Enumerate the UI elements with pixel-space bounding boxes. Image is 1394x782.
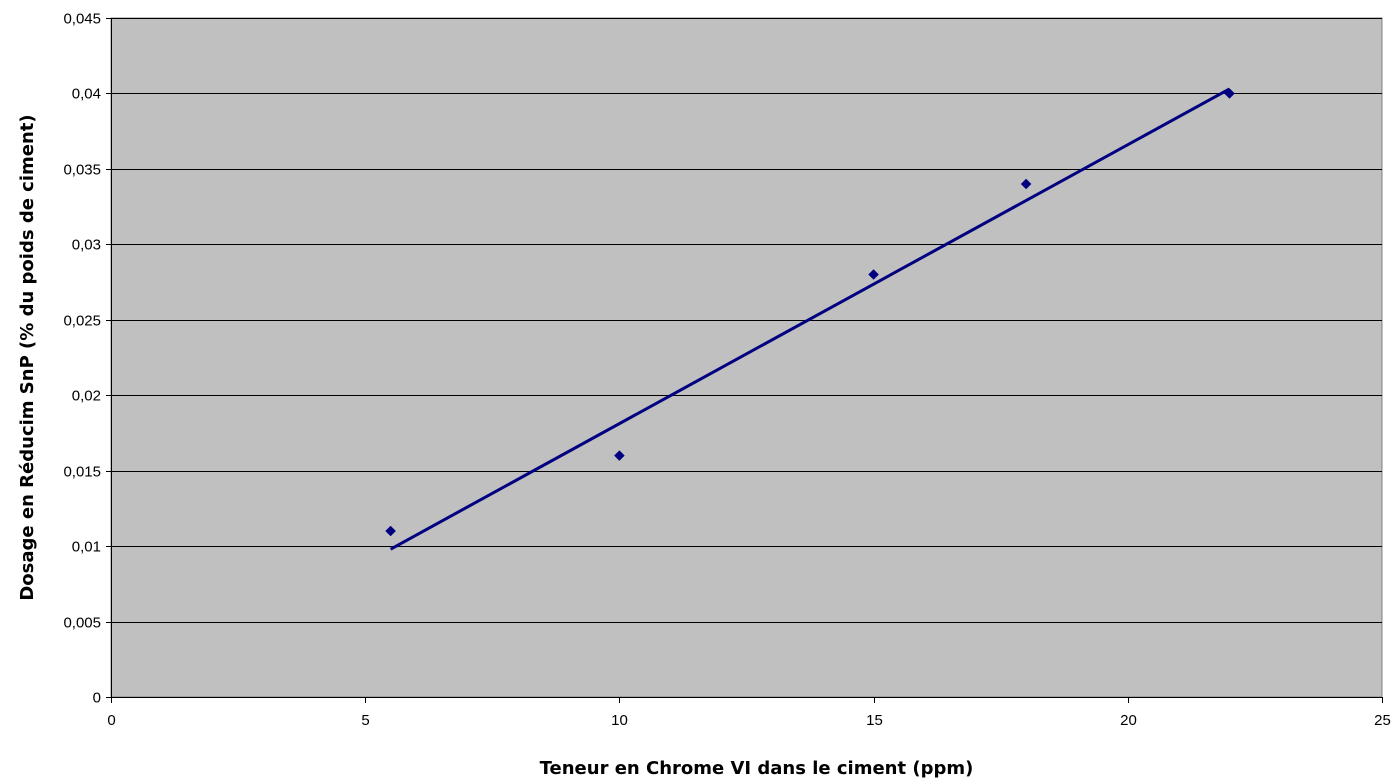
y-tick-label: 0,025 [63, 313, 101, 330]
trendline-segment [389, 87, 1231, 551]
y-tick-label: 0,045 [63, 11, 101, 28]
y-tick-label: 0,015 [63, 464, 101, 481]
y-tick-label: 0,02 [72, 388, 101, 405]
trendline [389, 87, 1231, 551]
x-tick-label: 20 [1120, 712, 1137, 729]
y-tick-label: 0,035 [63, 162, 101, 179]
x-tick-labels: 0 5 10 15 20 25 [107, 712, 1391, 729]
x-tick-label: 10 [611, 712, 628, 729]
x-tick-label: 0 [107, 712, 115, 729]
gridlines [111, 18, 1382, 623]
x-tick-label: 15 [866, 712, 883, 729]
data-points [385, 88, 1235, 537]
axes [106, 18, 1383, 703]
data-point-diamond [1224, 88, 1235, 99]
y-tick-label: 0 [93, 690, 101, 707]
data-point-diamond [868, 269, 879, 280]
x-tick-label: 5 [361, 712, 369, 729]
data-point-diamond [1020, 178, 1032, 190]
y-tick-label: 0,01 [72, 539, 101, 556]
data-point-diamond [385, 525, 396, 537]
data-point-diamond [614, 450, 625, 461]
y-tick-labels: 0 0,005 0,01 0,015 0,02 0,025 0,03 0,035 0,04 0,0… [63, 11, 101, 707]
x-tick-label: 25 [1374, 712, 1391, 729]
plot-area [110, 17, 1383, 698]
y-axis-title: Dosage en Réducim SnP (% du poids de cim… [17, 114, 38, 600]
y-tick-label: 0,04 [72, 86, 101, 103]
x-axis-title: Teneur en Chrome VI dans le ciment (ppm) [540, 758, 974, 779]
y-tick-label: 0,03 [72, 237, 101, 254]
y-tick-label: 0,005 [63, 615, 101, 632]
